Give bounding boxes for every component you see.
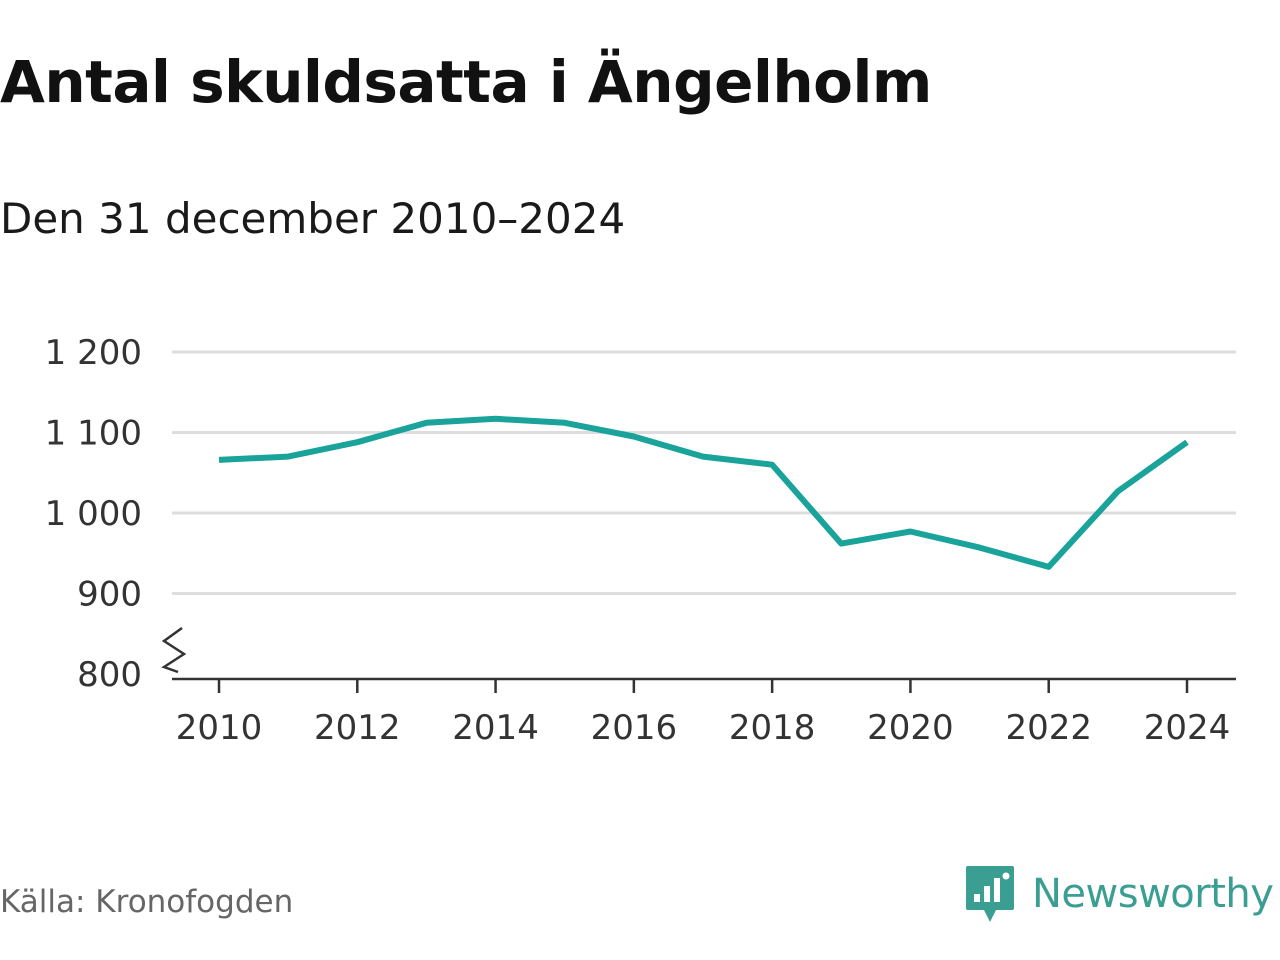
brand-name: Newsworthy: [1032, 871, 1274, 917]
y-tick-label-900: 900: [77, 575, 142, 615]
series-layer: [218, 415, 1189, 570]
x-tick-label-2020: 2020: [867, 708, 954, 748]
chart-title: Antal skuldsatta i Ängelholm: [0, 48, 932, 116]
x-tick-label-2014: 2014: [452, 708, 539, 748]
x-tick-label-2024: 2024: [1144, 708, 1231, 748]
x-tick-label-2022: 2022: [1005, 708, 1092, 748]
y-tick-label-1000: 1 000: [45, 494, 142, 534]
x-tick-label-2010: 2010: [176, 708, 263, 748]
x-tick-label-2016: 2016: [591, 708, 678, 748]
grid-lines: [172, 350, 1236, 595]
brand-logo: Newsworthy: [964, 864, 1274, 924]
newsworthy-logo-icon: [966, 866, 1014, 922]
source-note: Källa: Kronofogden: [0, 884, 294, 920]
x-tick-labels: 2010 2012 2014 2016 2018 2020 2022 2024: [176, 708, 1231, 748]
x-tick-label-2018: 2018: [729, 708, 816, 748]
y-tick-label-1200: 1 200: [45, 333, 142, 373]
y-tick-label-800: 800: [77, 655, 142, 695]
y-axis: 800 900 1 000 1 100 1 200: [45, 333, 187, 695]
x-tick-label-2012: 2012: [314, 708, 401, 748]
x-axis: [172, 677, 1236, 693]
chart-subtitle: Den 31 december 2010–2024: [0, 194, 626, 243]
y-tick-label-1100: 1 100: [45, 414, 142, 454]
series-line-0: [218, 415, 1189, 570]
y-axis-break-mark: [161, 626, 187, 674]
